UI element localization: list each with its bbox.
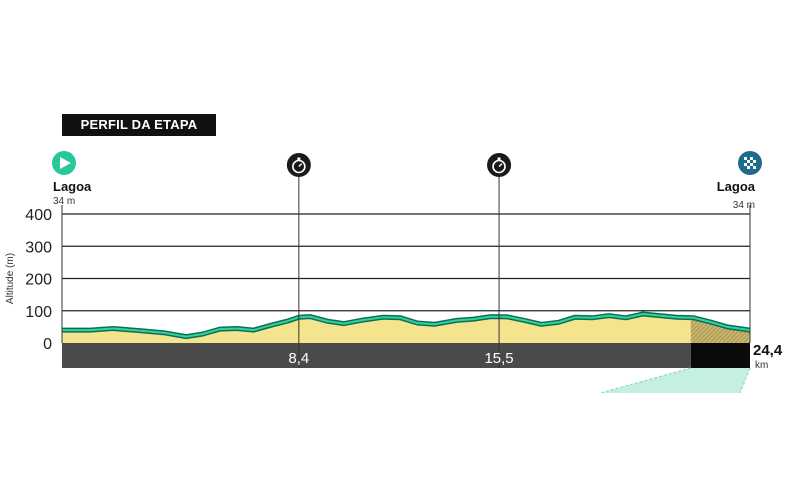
stopwatch-icon [487, 153, 512, 177]
finish-check [750, 157, 753, 160]
elevation-line-inner [62, 313, 751, 338]
y-tick-label-0: 0 [43, 336, 52, 353]
y-axis-label: Altitude (m) [5, 253, 16, 304]
finish-check [747, 166, 750, 169]
checkpoint-km-label-0: 8,4 [288, 350, 309, 367]
start-triangle [60, 157, 71, 169]
stopwatch-hand [498, 163, 503, 168]
finish-check [753, 160, 756, 163]
finish-check [750, 163, 753, 166]
finish-town-label: Lagoa [717, 179, 756, 194]
finish-check [747, 160, 750, 163]
checkpoint-km-label-1: 15,5 [484, 350, 513, 367]
stage-profile-title: PERFIL DA ETAPA [62, 114, 216, 136]
stopwatch-crown [497, 157, 501, 160]
stopwatch-bg [487, 153, 512, 177]
finish-check [744, 163, 747, 166]
start-town-label: Lagoa [53, 179, 92, 194]
finish-check [753, 166, 756, 169]
stopwatch-dial [292, 159, 306, 174]
km-unit-label: km [755, 360, 768, 371]
stopwatch-crown [297, 157, 301, 160]
finish-flag-icon [738, 151, 762, 175]
final-zone-zoom [600, 368, 750, 393]
stopwatch-dial [492, 159, 506, 174]
final-zone-zoom-edge-left [599, 367, 691, 394]
start-play-icon [52, 151, 76, 175]
distance-bar-final [690, 343, 750, 368]
finish-km-label: 24,4 [753, 342, 783, 359]
stopwatch-bg [286, 153, 311, 177]
start-altitude-label: 34 m [53, 196, 75, 207]
finish-altitude-label: 34 m [733, 200, 755, 211]
finish-check [744, 157, 747, 160]
y-tick-label-400: 400 [25, 207, 52, 224]
final-zone-zoom-edge-right [739, 367, 751, 394]
y-tick-label-200: 200 [25, 272, 52, 289]
y-tick-label-100: 100 [25, 304, 52, 321]
elevation-area [62, 314, 750, 343]
y-tick-label-300: 300 [25, 239, 52, 256]
distance-bar [62, 343, 691, 368]
stopwatch-hand [298, 163, 303, 168]
stopwatch-icon [286, 153, 311, 177]
